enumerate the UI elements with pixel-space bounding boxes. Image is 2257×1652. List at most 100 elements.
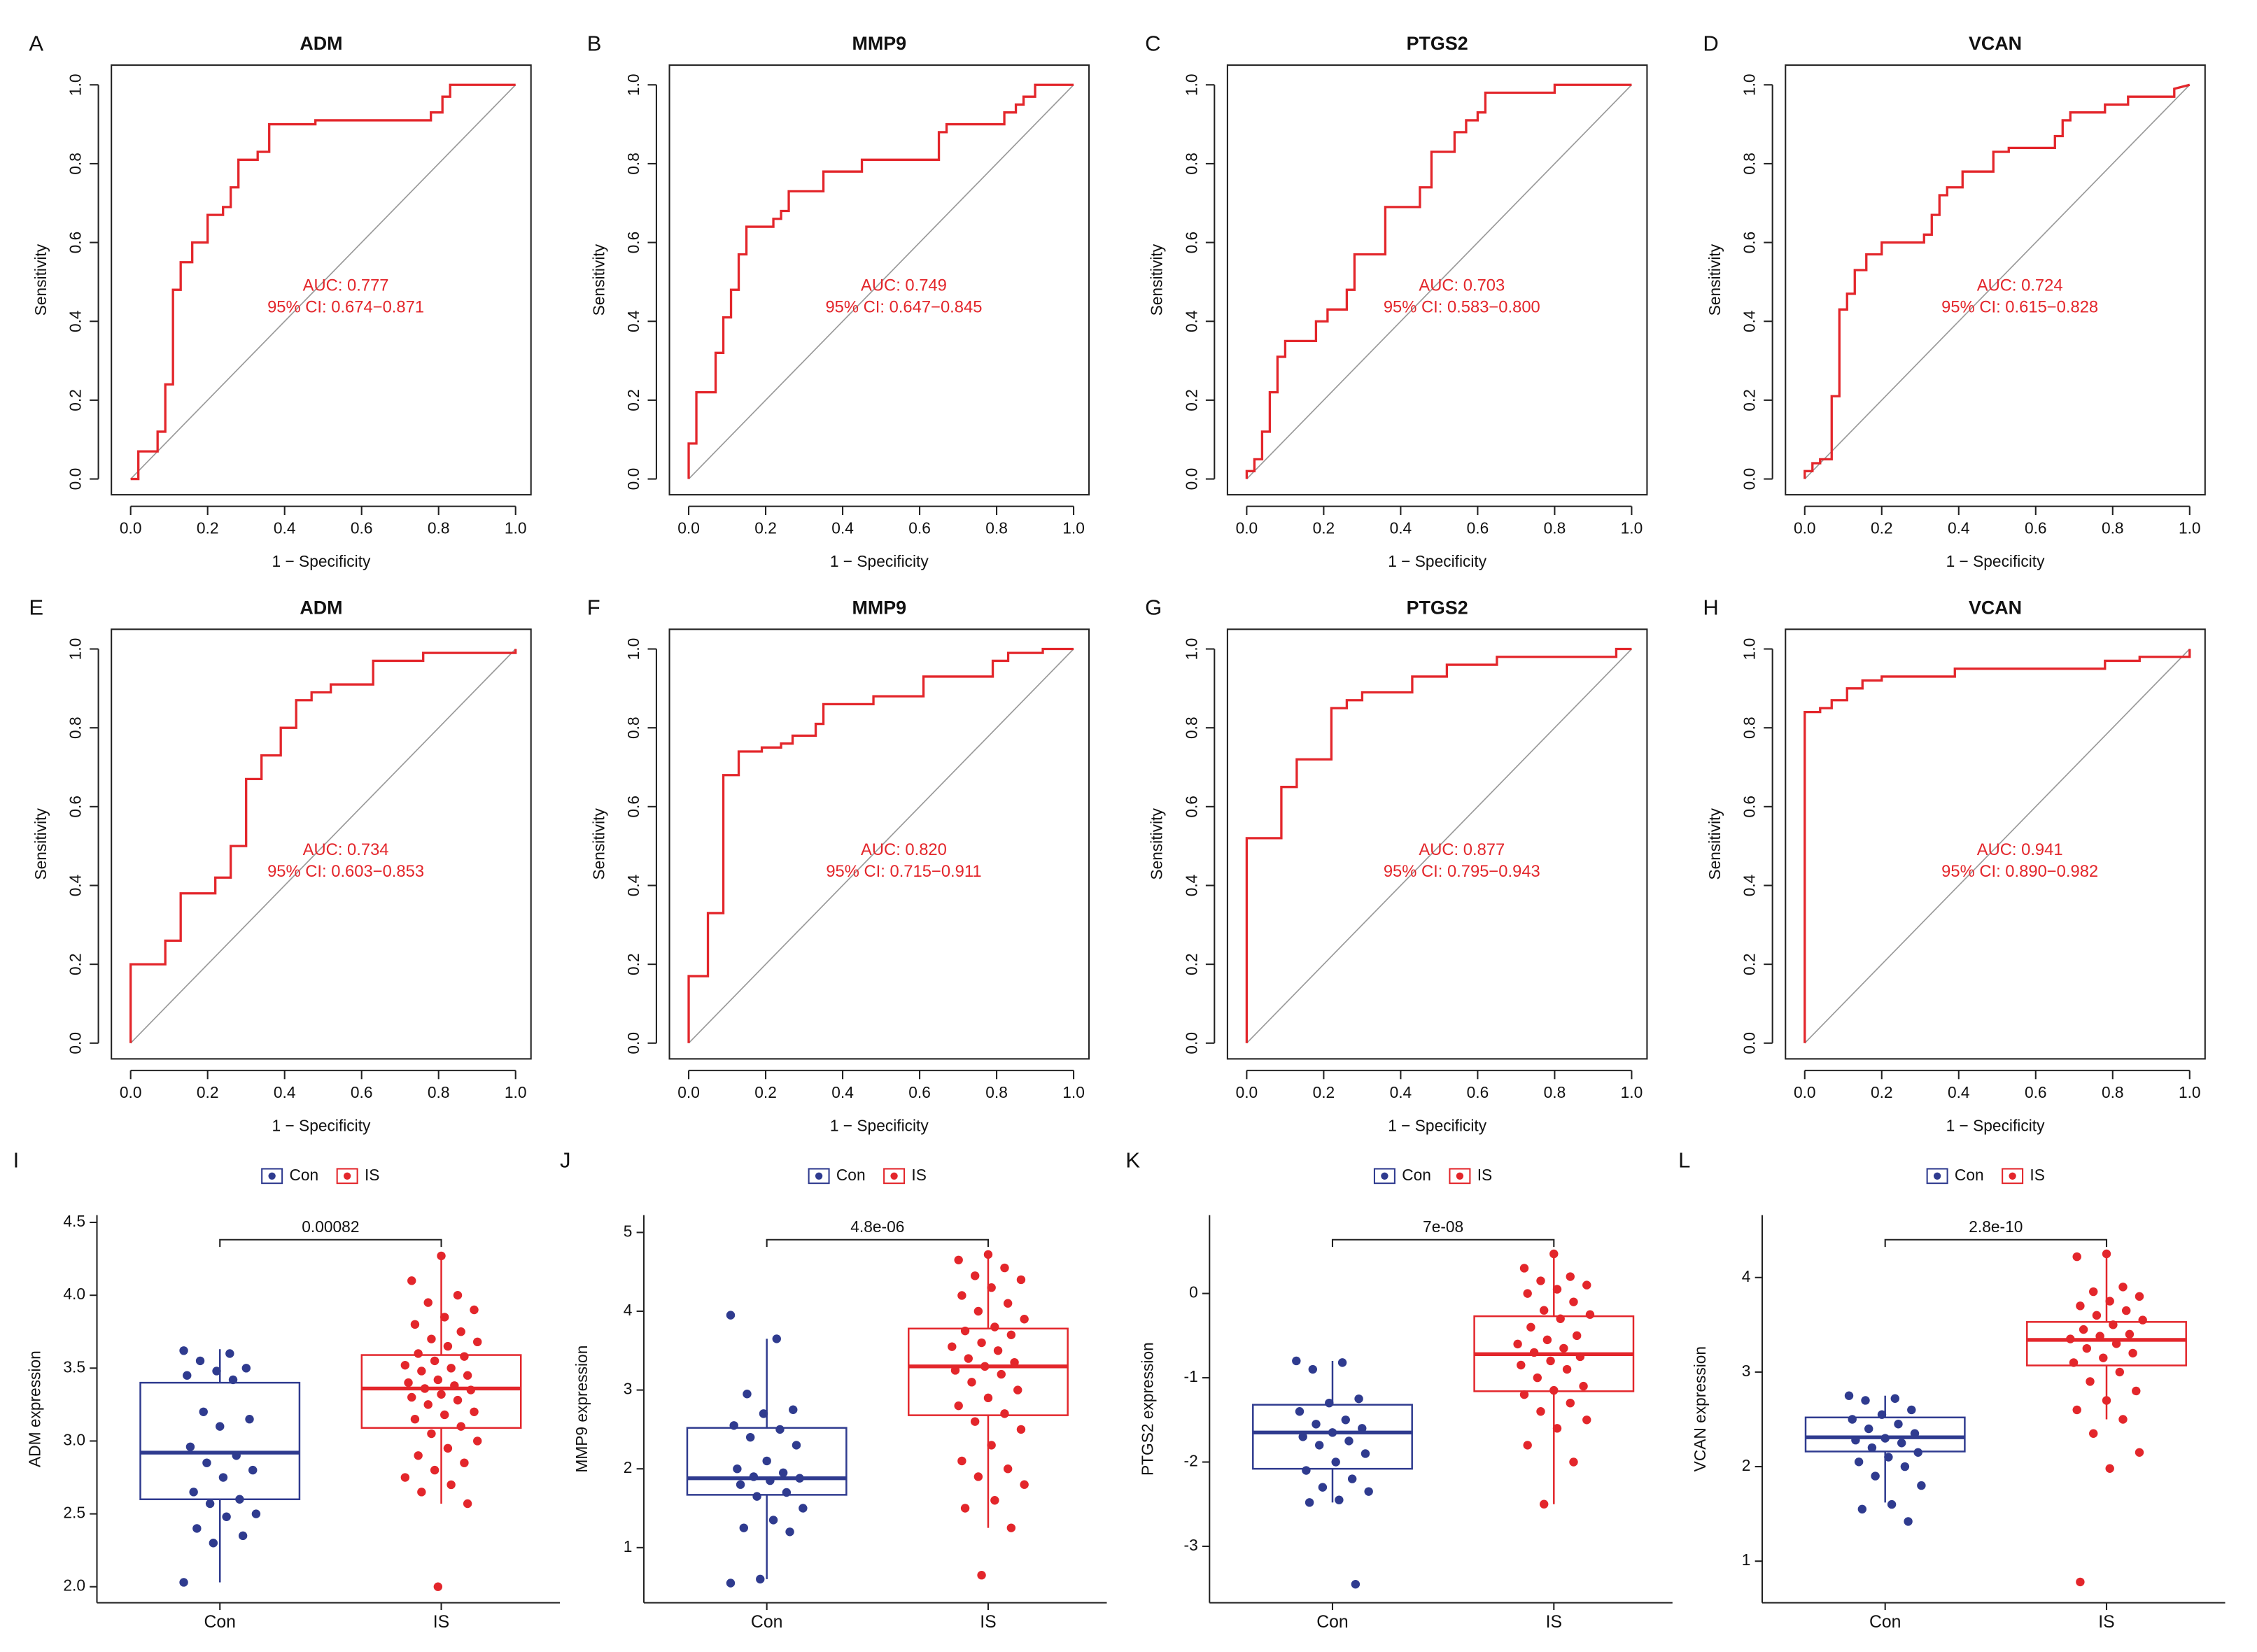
data-point xyxy=(792,1441,801,1450)
y-tick-label: 0.8 xyxy=(66,716,85,739)
legend-dot xyxy=(815,1172,823,1180)
legend-swatch xyxy=(1926,1168,1948,1185)
data-point xyxy=(473,1436,482,1446)
data-point xyxy=(1904,1517,1913,1526)
plot-frame xyxy=(111,628,532,1060)
legend-swatch xyxy=(2002,1168,2024,1185)
x-tick-label: Con xyxy=(1316,1613,1349,1632)
x-tick-label: IS xyxy=(433,1613,449,1632)
y-tick-label: 0.6 xyxy=(1741,232,1759,254)
data-point xyxy=(2082,1343,2092,1353)
x-tick-label: 0.6 xyxy=(908,1083,931,1101)
data-point xyxy=(1360,1449,1370,1458)
data-point xyxy=(1566,1272,1575,1281)
auc-annotation: 95% CI: 0.795−0.943 xyxy=(1384,862,1540,881)
y-tick-label: 0.2 xyxy=(1182,953,1200,975)
data-point xyxy=(2079,1325,2088,1334)
data-point xyxy=(1519,1390,1529,1399)
x-tick-label: 1.0 xyxy=(2179,519,2201,537)
data-point xyxy=(1556,1314,1565,1323)
data-point xyxy=(185,1442,195,1451)
data-point xyxy=(2121,1306,2131,1315)
data-point xyxy=(960,1504,970,1513)
y-tick-label: 1.0 xyxy=(66,638,85,661)
data-point xyxy=(766,1476,775,1485)
legend-label: IS xyxy=(365,1166,379,1184)
chart-title: ADM xyxy=(300,597,342,618)
x-tick-label: Con xyxy=(751,1613,783,1632)
panel-letter: F xyxy=(587,595,600,620)
data-point xyxy=(212,1367,221,1376)
data-point xyxy=(417,1367,426,1376)
y-tick-label: 2 xyxy=(1742,1456,1751,1474)
y-tick-label: 0.6 xyxy=(1741,796,1759,818)
data-point xyxy=(1314,1441,1324,1450)
chart-title: VCAN xyxy=(1969,597,2022,618)
x-tick-label: 0.2 xyxy=(1313,1083,1335,1101)
legend-dot xyxy=(1381,1172,1388,1180)
plot-frame xyxy=(1226,64,1648,496)
legend-label: IS xyxy=(2030,1166,2044,1184)
p-value: 4.8e-06 xyxy=(850,1217,904,1236)
x-tick-label: IS xyxy=(1546,1613,1562,1632)
x-tick-label: 0.0 xyxy=(677,519,700,537)
data-point xyxy=(440,1410,449,1420)
x-tick-label: 0.8 xyxy=(428,519,450,537)
data-point xyxy=(1569,1457,1578,1467)
legend-label: IS xyxy=(911,1166,926,1184)
data-point xyxy=(1549,1385,1559,1395)
data-point xyxy=(183,1371,192,1380)
x-axis-label: 1 − Specificity xyxy=(1388,552,1487,570)
auc-annotation: 95% CI: 0.647−0.845 xyxy=(825,298,982,317)
auc-annotation: AUC: 0.777 xyxy=(303,276,389,295)
y-tick-label: 0.8 xyxy=(624,153,642,175)
x-tick-label: 0.8 xyxy=(428,1083,450,1101)
auc-annotation: 95% CI: 0.583−0.800 xyxy=(1384,298,1540,317)
panel-letter: G xyxy=(1145,595,1162,620)
x-tick-label: 0.2 xyxy=(754,1083,777,1101)
data-point xyxy=(743,1390,752,1399)
data-point xyxy=(450,1381,459,1390)
data-point xyxy=(2111,1339,2121,1348)
x-tick-label: 0.0 xyxy=(1236,1083,1258,1101)
data-point xyxy=(987,1283,996,1292)
x-tick-label: 0.2 xyxy=(197,1083,219,1101)
data-point xyxy=(1529,1348,1539,1357)
data-point xyxy=(1871,1471,1880,1481)
box xyxy=(139,1381,301,1501)
x-tick-label: 1.0 xyxy=(505,1083,527,1101)
panel-letter: B xyxy=(587,31,602,55)
data-point xyxy=(1569,1297,1578,1306)
data-point xyxy=(1900,1462,1910,1471)
chart-title: PTGS2 xyxy=(1407,597,1468,618)
x-tick-label: 0.8 xyxy=(985,1083,1008,1101)
data-point xyxy=(1006,1523,1016,1532)
data-point xyxy=(1559,1343,1568,1353)
data-point xyxy=(2072,1405,2081,1415)
data-point xyxy=(2102,1249,2111,1259)
data-point xyxy=(2135,1292,2144,1301)
roc-curve xyxy=(129,649,517,1043)
y-tick-label: 2.5 xyxy=(63,1504,85,1522)
data-point xyxy=(222,1512,231,1521)
x-tick-label: 0.0 xyxy=(1794,1083,1816,1101)
x-tick-label: Con xyxy=(1869,1613,1901,1632)
data-point xyxy=(990,1322,999,1332)
y-axis-label: Sensitivity xyxy=(589,243,607,316)
data-point xyxy=(957,1456,966,1466)
y-tick-label: 2.0 xyxy=(63,1576,85,1595)
data-point xyxy=(2076,1577,2085,1587)
data-point xyxy=(238,1531,248,1541)
data-point xyxy=(772,1334,781,1343)
y-tick-label: 0.0 xyxy=(66,468,85,490)
data-point xyxy=(1861,1396,1870,1405)
auc-annotation: AUC: 0.734 xyxy=(303,840,389,859)
data-point xyxy=(729,1421,738,1430)
box xyxy=(360,1354,522,1429)
y-tick-label: 0.8 xyxy=(624,716,642,739)
y-tick-label: 1.0 xyxy=(1741,638,1759,661)
plot-frame xyxy=(668,64,1090,496)
data-point xyxy=(440,1313,449,1322)
data-point xyxy=(752,1492,761,1501)
